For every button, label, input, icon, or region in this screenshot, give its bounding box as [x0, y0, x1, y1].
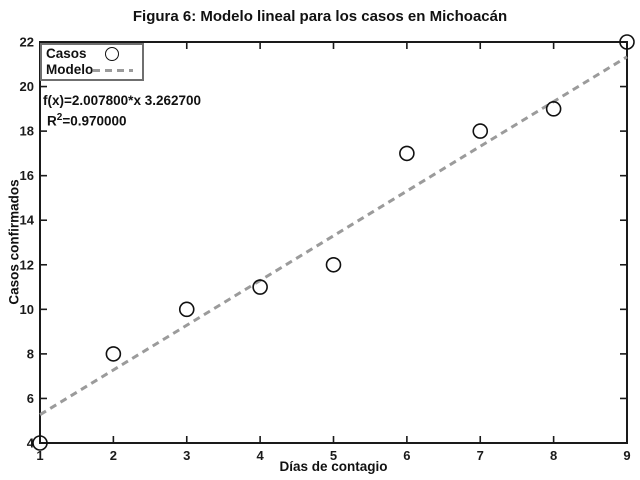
x-tick-label: 4 — [257, 448, 265, 463]
legend-label-casos: Casos — [46, 46, 87, 61]
y-tick-label: 12 — [20, 257, 34, 272]
x-tick-label: 3 — [183, 448, 190, 463]
data-point — [32, 435, 48, 451]
x-tick-label: 2 — [110, 448, 117, 463]
x-tick-label: 7 — [477, 448, 484, 463]
y-tick-label: 6 — [27, 391, 34, 406]
r-squared-exponent: 2 — [56, 112, 63, 123]
data-point — [252, 279, 268, 295]
dashed-line-icon — [93, 68, 134, 72]
circle-marker-icon — [91, 47, 133, 61]
y-tick-label: 20 — [20, 79, 34, 94]
legend-box: Casos Modelo — [40, 43, 144, 81]
legend-item-modelo: Modelo — [42, 62, 142, 78]
y-axis-label: Casos confirmados — [6, 179, 22, 305]
data-point — [619, 34, 635, 50]
y-tick-label: 14 — [20, 213, 35, 228]
r-squared-line: R2=0.970000 — [47, 109, 201, 130]
equation-line: f(x)=2.007800*x 3.262700 — [43, 93, 202, 108]
x-tick-label: 5 — [330, 448, 337, 463]
figure-title: Figura 6: Modelo lineal para los casos e… — [132, 8, 508, 25]
x-tick-label: 1 — [36, 448, 43, 463]
x-tick-label: 8 — [550, 448, 557, 463]
data-point — [399, 145, 415, 162]
y-tick-label: 18 — [20, 124, 34, 139]
model-equation-annotation: f(x)=2.007800*x 3.262700 R2=0.970000 — [43, 92, 201, 130]
data-point — [325, 256, 342, 273]
r-squared-value: =0.970000 — [62, 113, 127, 129]
legend-item-casos: Casos — [42, 46, 142, 62]
y-tick-label: 4 — [27, 436, 35, 451]
x-axis-label: Días de contagio — [279, 459, 388, 474]
data-point — [178, 301, 195, 318]
circle-marker-glyph — [105, 47, 119, 61]
legend-label-modelo: Modelo — [46, 62, 94, 77]
y-tick-label: 16 — [20, 168, 34, 183]
dashed-line-glyph — [93, 68, 134, 72]
data-point — [105, 346, 122, 362]
y-tick-label: 22 — [20, 35, 34, 50]
r-squared-base: R — [47, 113, 57, 129]
x-tick-label: 9 — [623, 448, 630, 463]
x-tick-label: 6 — [403, 448, 410, 463]
data-point — [472, 123, 489, 139]
model-line — [39, 55, 628, 416]
y-tick-label: 10 — [20, 302, 34, 317]
y-tick-label: 8 — [27, 346, 34, 361]
data-point — [545, 101, 562, 117]
plot-box — [39, 41, 628, 444]
